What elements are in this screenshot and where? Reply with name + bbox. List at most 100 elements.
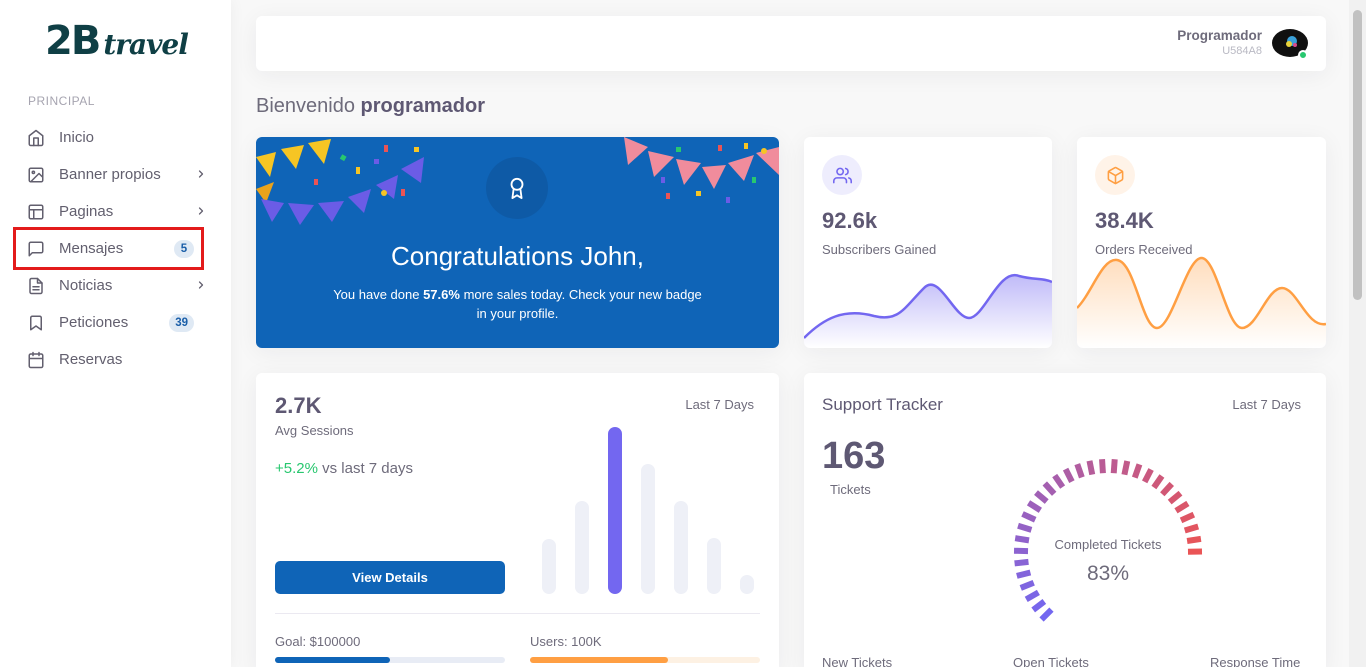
count-badge: 5 xyxy=(174,240,194,258)
gauge-segment xyxy=(1017,522,1033,533)
subscribers-caption: Subscribers Gained xyxy=(822,242,937,257)
sessions-delta: +5.2% vs last 7 days xyxy=(275,460,413,477)
gauge-segment xyxy=(1039,607,1054,622)
sidebar-item-label: Banner propios xyxy=(59,166,161,183)
chevron-right-icon xyxy=(198,207,204,215)
gauge-segment xyxy=(1151,474,1165,490)
view-details-button[interactable]: View Details xyxy=(275,561,505,594)
goal-progress-fill xyxy=(275,657,390,663)
sidebar-item-noticias[interactable]: Noticias xyxy=(16,267,204,304)
gauge-segment xyxy=(1099,458,1106,474)
user-name: Programador xyxy=(1177,28,1262,43)
goal-progress-bar xyxy=(275,657,505,663)
sidebar: 2B travel PRINCIPAL Inicio Banner propio… xyxy=(0,0,231,667)
sidebar-item-label: Paginas xyxy=(59,203,114,220)
subscribers-value: 92.6k xyxy=(822,208,878,233)
image-icon xyxy=(27,166,45,184)
sidebar-item-inicio[interactable]: Inicio xyxy=(16,119,201,156)
gauge-segment xyxy=(1034,490,1049,504)
sessions-label: Avg Sessions xyxy=(275,423,354,438)
open-tickets-label: Open Tickets xyxy=(1013,655,1089,667)
gauge-segment xyxy=(1016,569,1032,579)
gauge-segment xyxy=(1021,511,1037,523)
tickets-label: Tickets xyxy=(830,482,871,497)
welcome-prefix: Bienvenido xyxy=(256,95,355,117)
congrats-text-part: You have done xyxy=(333,287,424,302)
users-label: Users: 100K xyxy=(530,634,602,649)
users-progress-fill xyxy=(530,657,668,663)
gauge-segment xyxy=(1179,511,1196,524)
sidebar-item-banner-propios[interactable]: Banner propios xyxy=(16,156,204,193)
gauge-segment xyxy=(1014,535,1030,544)
gauge-segment xyxy=(1019,579,1035,591)
sessions-card: 2.7K Avg Sessions Last 7 Days +5.2% vs l… xyxy=(256,373,779,667)
sidebar-item-peticiones[interactable]: Peticiones 39 xyxy=(16,304,201,341)
gauge-value: 83% xyxy=(1086,562,1130,585)
congrats-text-part: more sales today. Check your new badge i… xyxy=(459,287,702,321)
gauge-segment xyxy=(1024,589,1040,602)
support-title: Support Tracker xyxy=(822,395,943,414)
tickets-count: 163 xyxy=(822,435,886,477)
support-tracker-card: Support Tracker Last 7 Days 163 Tickets … xyxy=(804,373,1326,667)
award-icon xyxy=(486,157,548,219)
gauge-segment xyxy=(1052,473,1066,489)
divider xyxy=(275,613,760,614)
sidebar-menu: Inicio Banner propios Paginas Mensajes 5 xyxy=(13,119,204,378)
gauge-label: Completed Tickets xyxy=(1054,537,1162,552)
chevron-right-icon xyxy=(198,170,204,178)
period-dropdown[interactable]: Last 7 Days xyxy=(1232,397,1301,412)
congrats-highlight: 57.6% xyxy=(423,287,460,302)
delta-percent: +5.2% xyxy=(275,460,318,477)
sidebar-item-label: Peticiones xyxy=(59,314,129,331)
orders-value: 38.4K xyxy=(1095,208,1154,233)
gauge-segment xyxy=(1141,468,1154,484)
section-header: PRINCIPAL xyxy=(28,94,95,108)
avatar[interactable] xyxy=(1272,29,1308,60)
orders-card: 38.4K Orders Received xyxy=(1077,137,1326,348)
gauge-segment xyxy=(1086,460,1096,476)
congratulations-card: Congratulations John, You have done 57.6… xyxy=(256,137,779,348)
gauge-segment xyxy=(1131,463,1143,479)
file-text-icon xyxy=(27,277,45,295)
home-icon xyxy=(27,129,45,147)
period-dropdown[interactable]: Last 7 Days xyxy=(685,397,754,412)
top-navbar: Programador U584A8 xyxy=(256,16,1326,71)
sidebar-item-label: Reservas xyxy=(59,351,123,368)
gauge-segment xyxy=(1110,459,1118,474)
message-square-icon xyxy=(27,240,45,258)
sessions-value: 2.7K xyxy=(275,393,322,418)
gauge-segment xyxy=(1031,599,1047,613)
gauge-segment xyxy=(1121,460,1131,476)
orders-caption: Orders Received xyxy=(1095,242,1193,257)
new-tickets-label: New Tickets xyxy=(822,655,893,667)
count-badge: 39 xyxy=(169,314,194,332)
gauge-segment xyxy=(1074,463,1085,479)
gauge-segment xyxy=(1062,467,1075,483)
sidebar-item-reservas[interactable]: Reservas xyxy=(16,341,201,378)
sidebar-item-paginas[interactable]: Paginas xyxy=(16,193,204,230)
user-info[interactable]: Programador U584A8 xyxy=(1177,28,1262,57)
completed-tickets-gauge xyxy=(1013,458,1203,622)
logo[interactable]: 2B travel xyxy=(45,18,189,64)
delta-text: vs last 7 days xyxy=(317,460,413,477)
gauge-segment xyxy=(1186,535,1202,544)
package-icon xyxy=(1095,155,1135,195)
welcome-name: programador xyxy=(360,95,485,117)
gauge-segment xyxy=(1160,481,1174,497)
bookmark-icon xyxy=(27,314,45,332)
sidebar-item-mensajes[interactable]: Mensajes 5 xyxy=(13,227,204,270)
sidebar-item-label: Mensajes xyxy=(59,240,124,257)
congrats-text: You have done 57.6% more sales today. Ch… xyxy=(332,285,703,323)
sidebar-item-label: Inicio xyxy=(59,129,95,146)
congrats-title: Congratulations John, xyxy=(391,241,644,271)
goal-label: Goal: $100000 xyxy=(275,634,361,649)
scrollbar-thumb[interactable] xyxy=(1353,10,1362,300)
response-time-label: Response Time xyxy=(1210,655,1301,667)
gauge-segment xyxy=(1026,500,1042,513)
page-title: Bienvenido programador xyxy=(256,95,485,118)
scrollbar[interactable] xyxy=(1349,0,1366,667)
users-progress-bar xyxy=(530,657,760,663)
sidebar-item-label: Noticias xyxy=(59,277,113,294)
calendar-icon xyxy=(27,351,45,369)
user-code: U584A8 xyxy=(1222,45,1262,57)
